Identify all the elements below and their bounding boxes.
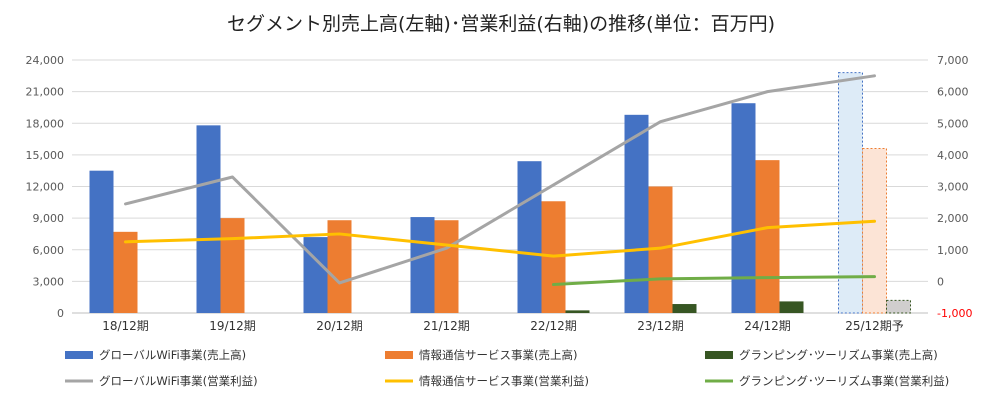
legend-label: グローバルWiFi事業(売上高) (99, 348, 246, 362)
right-tick-label: 1,000 (937, 244, 969, 257)
right-tick-label: 2,000 (937, 212, 969, 225)
left-tick-label: 6,000 (33, 244, 65, 257)
legend-swatch (705, 351, 733, 359)
left-tick-label: 24,000 (26, 54, 65, 67)
right-tick-label: 0 (937, 275, 944, 288)
bar (886, 299, 911, 314)
left-tick-label: 3,000 (33, 275, 65, 288)
category-label: 20/12期 (316, 319, 363, 333)
right-tick-label: 7,000 (937, 54, 969, 67)
right-tick-label: 4,000 (937, 149, 969, 162)
left-tick-label: 12,000 (26, 181, 65, 194)
bar (565, 310, 590, 313)
series-line (552, 275, 876, 287)
category-label: 25/12期予 (845, 319, 904, 333)
legend-label: グランピング･ツーリズム事業(売上高) (739, 348, 938, 362)
bar (410, 217, 435, 313)
category-label: 23/12期 (637, 319, 684, 333)
right-tick-label: 5,000 (937, 117, 969, 130)
bar (303, 237, 328, 313)
legend-swatch (65, 351, 93, 359)
category-label: 18/12期 (102, 319, 149, 333)
bar (755, 160, 780, 313)
right-tick-label: 3,000 (937, 181, 969, 194)
series-line (124, 74, 876, 285)
right-axis: -1,000 0 1,000 2,000 3,000 4,000 5,000 6,000 7,0… (937, 54, 972, 320)
category-label: 24/12期 (744, 319, 791, 333)
line-layer (124, 74, 876, 287)
bar (731, 103, 756, 314)
bar (779, 301, 804, 313)
chart-title: セグメント別売上高(左軸)･営業利益(右軸)の推移(単位：百万円) (227, 13, 775, 35)
bar (672, 304, 697, 313)
legend-label: 情報通信サービス事業(営業利益) (419, 374, 589, 388)
bar (862, 148, 887, 314)
legend-label: グローバルWiFi事業(営業利益) (99, 374, 258, 388)
left-tick-label: 15,000 (26, 149, 65, 162)
bar (517, 161, 542, 313)
left-tick-label: 21,000 (26, 86, 65, 99)
bar-layer (89, 72, 911, 314)
legend-label: グランピング･ツーリズム事業(営業利益) (739, 374, 949, 388)
left-axis: 0 3,000 6,000 9,000 12,000 15,000 18,000 21,000… (26, 54, 65, 320)
series-line (124, 219, 876, 258)
legend-swatch (385, 351, 413, 359)
bar (624, 114, 649, 313)
category-label: 21/12期 (423, 319, 470, 333)
left-tick-label: 9,000 (33, 212, 65, 225)
bar (113, 231, 138, 313)
x-axis: 18/12期 19/12期 20/12期 21/12期 22/12期 23/12期 24/1… (102, 319, 904, 333)
right-tick-label: 6,000 (937, 86, 969, 99)
category-label: 22/12期 (530, 319, 577, 333)
category-label: 19/12期 (209, 319, 256, 333)
bar (220, 218, 245, 313)
bar (89, 170, 114, 313)
legend-label: 情報通信サービス事業(売上高) (419, 348, 577, 362)
legend: グローバルWiFi事業(売上高) 情報通信サービス事業(売上高) グランピング･ツー… (65, 348, 949, 388)
left-tick-label: 0 (57, 307, 64, 320)
bar (196, 125, 221, 313)
right-tick-label: -1,000 (937, 307, 972, 320)
bar (434, 220, 459, 313)
left-tick-label: 18,000 (26, 117, 65, 130)
